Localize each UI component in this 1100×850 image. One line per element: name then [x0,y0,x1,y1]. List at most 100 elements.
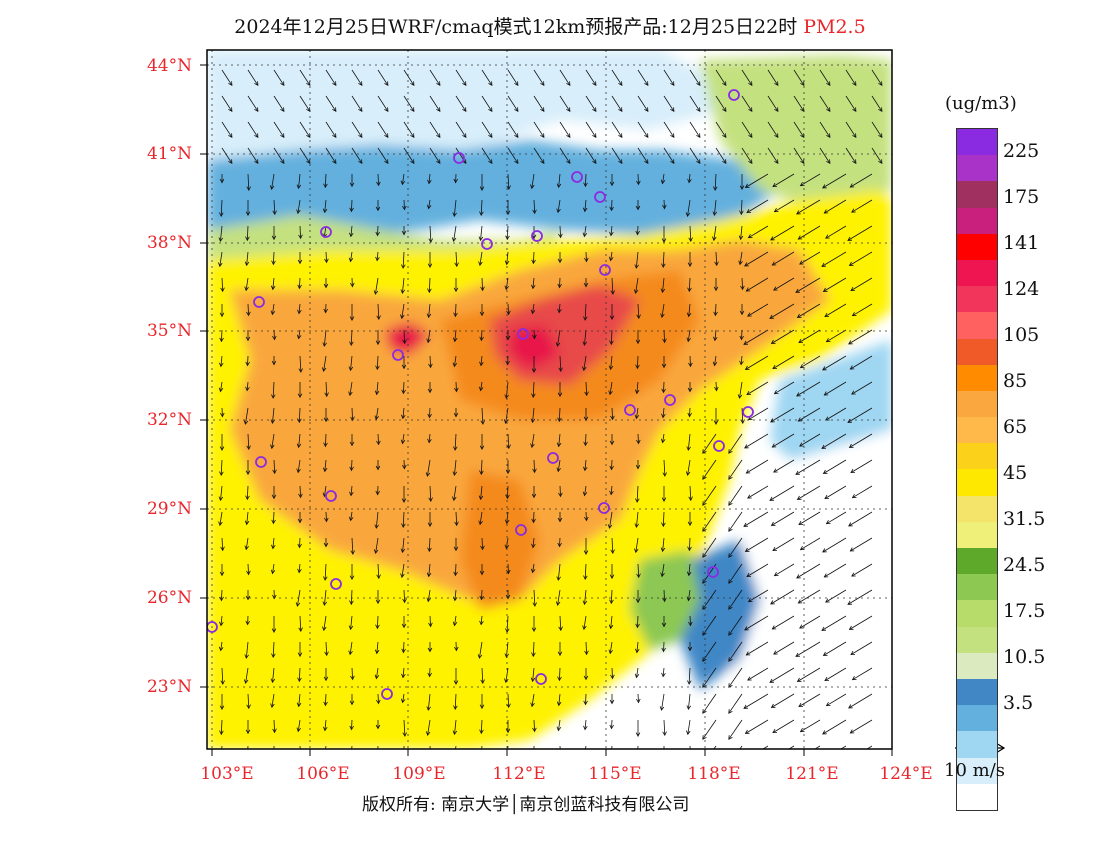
wind-arrow-head [636,439,641,445]
wind-arrow [559,147,571,164]
wind-arrow [403,121,415,138]
wind-arrow-head [244,545,249,551]
wind-arrow-head [504,653,510,659]
wind-arrow-head [557,651,563,657]
wind-arrow-head [795,470,801,475]
wind-arrow [739,381,743,399]
wind-arrow [247,121,259,138]
wind-arrow [611,147,623,164]
wind-arrow [770,589,795,605]
wind-arrow-head [824,756,828,759]
wind-arrow [272,563,275,574]
wind-arrow-head [531,259,536,265]
wind-arrow-head [687,546,692,552]
wind-arrow-head [702,657,707,662]
wind-arrow-head [661,522,666,528]
wind-arrow-head [713,420,719,425]
wind-arrow-head [702,735,707,740]
wind-arrow [728,615,743,636]
lon-label-112: 112°E [492,764,546,784]
wind-arrow-head [773,390,779,395]
wind-arrow-head [878,159,883,165]
wind-arrow [849,433,873,448]
wind-arrow [739,251,743,265]
wind-arrow-head [428,363,433,369]
wind-arrow [299,277,301,289]
wind-arrow-head [531,393,536,399]
colorbar-swatch [957,783,997,810]
wind-arrow-head [245,386,250,392]
wind-arrow [325,511,327,522]
wind-arrow-head [530,702,535,708]
wind-arrow [220,199,223,217]
wind-arrow-head [687,262,693,268]
wind-arrow-head [480,420,485,425]
wind-arrow-head [436,159,441,165]
wind-arrow-head [480,679,485,685]
wind-arrow [429,355,431,368]
wind-arrow-head [280,81,285,87]
wind-arrow [299,615,302,632]
wind-arrow-head [479,445,485,451]
wind-arrow [772,537,795,551]
wind-arrow [798,589,821,604]
wind-arrow [688,589,691,601]
wind-arrow [799,615,821,629]
wind-arrow-head [400,573,405,579]
wind-arrow [507,485,509,499]
wind-arrow-head [479,361,484,367]
wind-arrow-head [608,390,613,396]
wind-arrow-head [722,133,727,139]
wind-arrow-head [532,602,537,607]
wind-arrow-head [770,521,776,526]
wind-arrow [220,615,223,626]
city-markers [207,89,754,700]
wind-arrow [533,251,535,264]
wind-arrow [662,433,665,443]
wind-arrow [247,173,250,191]
wind-arrow [557,563,561,581]
wind-arrow-head [427,413,432,419]
wind-arrow-head [634,673,640,679]
wind-arrow [662,277,665,293]
crimson-hotspot [510,325,560,370]
wind-arrow [637,147,649,164]
wind-arrow [637,225,639,235]
wind-arrow-head [348,257,354,263]
wind-arrow [824,199,847,214]
wind-arrow-head [400,698,406,704]
wind-arrow [728,693,743,714]
wind-arrow-head [557,517,563,523]
wind-arrow-head [774,133,779,139]
wind-arrow-head [375,365,380,371]
wind-arrow [771,693,795,708]
wind-arrow-head [530,568,536,574]
wind-arrow [375,407,379,420]
wind-arrow-head [644,81,649,87]
wind-arrow [221,277,224,292]
wind-arrow [377,433,379,445]
wind-arrow-head [644,133,649,139]
colorbar-swatch [957,521,997,548]
wind-arrow-head [609,759,613,763]
wind-arrow-head [272,594,277,600]
wind-arrow-head [714,261,719,267]
wind-arrow-head [349,491,354,497]
wind-arrow [220,355,223,367]
wind-arrow-head [272,728,277,734]
wind-arrow-head [332,81,337,87]
wind-arrow-head [722,107,727,113]
wind-arrow-head [530,677,536,683]
lon-label-106: 106°E [296,764,350,784]
wind-arrow-head [696,159,701,165]
wind-arrow-head [662,338,667,344]
wind-arrow [271,173,275,190]
wind-arrow-head [770,236,775,241]
wind-arrow-head [662,731,667,737]
wind-arrow [767,95,779,112]
city-marker [481,238,493,250]
wind-arrow [610,589,613,604]
wind-arrow-head [796,574,801,579]
wind-arrow-head [687,646,693,652]
wind-arrow [455,511,458,526]
